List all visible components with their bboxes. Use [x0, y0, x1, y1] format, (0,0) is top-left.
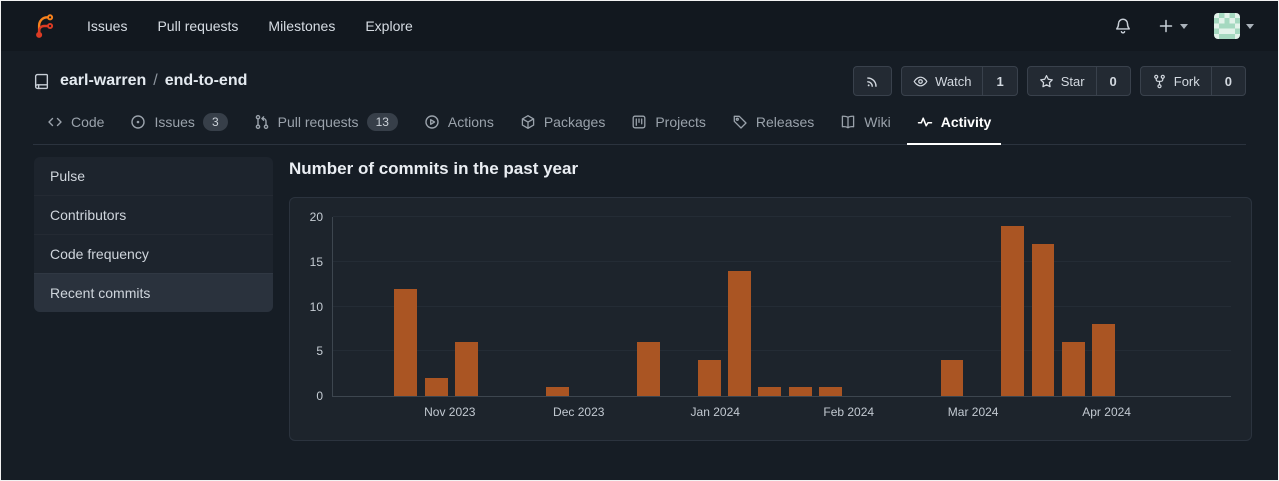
star-count[interactable]: 0: [1096, 66, 1131, 96]
commit-week-bar: [819, 387, 842, 396]
navbar-item-issues[interactable]: Issues: [87, 18, 128, 34]
x-axis-month-label: Jan 2024: [690, 405, 740, 419]
y-axis-tick-label: 15: [309, 254, 323, 269]
navbar-right: [1114, 13, 1254, 39]
tab-issues[interactable]: Issues 3: [120, 103, 237, 145]
pulse-icon: [917, 117, 932, 127]
package-icon: [521, 115, 535, 129]
project-board-icon: [632, 115, 646, 129]
commit-week-bar: [424, 378, 448, 396]
sidebar-item-contributors[interactable]: Contributors: [34, 195, 273, 234]
sidebar-item-code-frequency[interactable]: Code frequency: [34, 234, 273, 273]
sidebar-item-pulse[interactable]: Pulse: [50, 168, 86, 184]
x-axis-month-label: Mar 2024: [947, 405, 999, 419]
commit-week-bar: [394, 288, 418, 396]
tab-packages[interactable]: Packages: [510, 103, 615, 145]
commit-week-bar: [1001, 225, 1024, 396]
commits-bar-chart: 0 5 10 15 20 Nov 2023 Dec 2023 Jan 2024 Feb 2024…: [289, 197, 1252, 441]
play-circle-icon: [425, 115, 439, 129]
commit-week-bar: [728, 270, 751, 396]
commit-week-bar: [788, 387, 812, 396]
git-pull-request-icon: [255, 114, 268, 130]
fork-button-group: Fork 0: [1139, 66, 1246, 96]
navbar-item-explore[interactable]: Explore: [365, 18, 413, 34]
chevron-down-icon: [1246, 23, 1254, 29]
tab-wiki[interactable]: Wiki: [830, 103, 900, 145]
commit-week-bar: [758, 387, 782, 396]
navbar-links: Issues Pull requests Milestones Explore: [87, 18, 413, 34]
repo-action-buttons: Watch 1 Star 0: [853, 66, 1246, 96]
y-axis-tick-label: 20: [309, 210, 323, 224]
repo-header: earl-warren / end-to-end: [1, 51, 1278, 145]
sidebar-item-recent-commits[interactable]: Recent commits: [34, 273, 273, 312]
commit-week-bar: [697, 360, 721, 396]
breadcrumb: earl-warren / end-to-end: [60, 72, 247, 90]
page-title: Number of commits in the past year: [289, 159, 579, 178]
chart-gridline: [333, 305, 1231, 307]
repository-icon: [33, 73, 50, 90]
git-fork-icon: [1153, 74, 1165, 88]
star-button-group: Star 0: [1026, 66, 1131, 96]
star-icon: [1039, 74, 1053, 87]
chart-gridline: [333, 350, 1231, 352]
chart-gridline: [333, 260, 1231, 262]
y-axis-tick-label: 0: [316, 389, 323, 403]
rss-feed-button[interactable]: [853, 66, 893, 96]
eye-icon: [913, 76, 928, 86]
watch-button[interactable]: Watch: [901, 66, 984, 96]
tab-pull-requests[interactable]: Pull requests 13: [244, 103, 408, 145]
book-icon: [842, 115, 855, 129]
fork-button[interactable]: Fork: [1139, 66, 1212, 96]
star-button[interactable]: Star: [1026, 66, 1097, 96]
chart-plot: 0 5 10 15 20 Nov 2023 Dec 2023 Jan 2024 Feb 2024…: [310, 211, 1231, 419]
tab-projects[interactable]: Projects: [621, 103, 716, 145]
chart-gridline: [333, 216, 1231, 217]
x-axis-month-label: Nov 2023: [424, 405, 476, 419]
y-axis-tick-label: 5: [316, 344, 323, 359]
pull-requests-count-badge: 13: [366, 113, 398, 131]
tag-icon: [733, 115, 747, 129]
issues-count-badge: 3: [202, 113, 228, 131]
repo-owner-link[interactable]: earl-warren: [60, 72, 147, 89]
commit-week-bar: [1031, 243, 1055, 396]
rss-icon: [867, 76, 877, 87]
user-avatar[interactable]: [1214, 13, 1240, 39]
y-axis-tick-label: 10: [309, 299, 323, 314]
navbar-item-milestones[interactable]: Milestones: [268, 18, 336, 34]
repo-tabs: Code Issues 3 Pull requests 13 Actions: [33, 103, 1246, 145]
chevron-down-icon: [1180, 23, 1188, 29]
breadcrumb-separator: /: [153, 72, 158, 89]
watch-count[interactable]: 1: [983, 66, 1018, 96]
activity-sidebar: Pulse Contributors Code frequency Recent…: [34, 157, 273, 312]
commit-week-bar: [637, 342, 660, 396]
user-menu[interactable]: [1214, 13, 1254, 39]
tab-actions[interactable]: Actions: [414, 103, 504, 145]
x-axis-month-label: Dec 2023: [553, 405, 605, 419]
code-icon: [48, 117, 62, 127]
repo-name-link[interactable]: end-to-end: [164, 72, 248, 89]
tab-activity[interactable]: Activity: [906, 103, 1002, 145]
fork-count[interactable]: 0: [1211, 66, 1246, 96]
create-new-dropdown[interactable]: [1158, 18, 1188, 34]
commit-week-bar: [940, 360, 964, 396]
notifications-bell-icon[interactable]: [1114, 17, 1132, 35]
tab-releases[interactable]: Releases: [722, 103, 824, 145]
commit-week-bar: [455, 342, 478, 396]
commit-week-bar: [1061, 342, 1085, 396]
plus-icon: [1159, 19, 1173, 33]
issue-opened-icon: [131, 115, 146, 129]
forgejo-logo-icon[interactable]: [31, 11, 57, 41]
x-axis-month-label: Feb 2024: [823, 405, 875, 419]
commit-week-bar: [1092, 324, 1115, 396]
watch-button-group: Watch 1: [901, 66, 1018, 96]
tab-code[interactable]: Code: [37, 103, 114, 145]
main-panel: Number of commits in the past year 0 5 10 1…: [289, 157, 1252, 441]
top-navbar: Issues Pull requests Milestones Explore: [1, 1, 1278, 51]
x-axis-month-label: Apr 2024: [1082, 405, 1131, 419]
navbar-item-pull-requests[interactable]: Pull requests: [157, 18, 239, 34]
commit-week-bar: [546, 387, 569, 396]
